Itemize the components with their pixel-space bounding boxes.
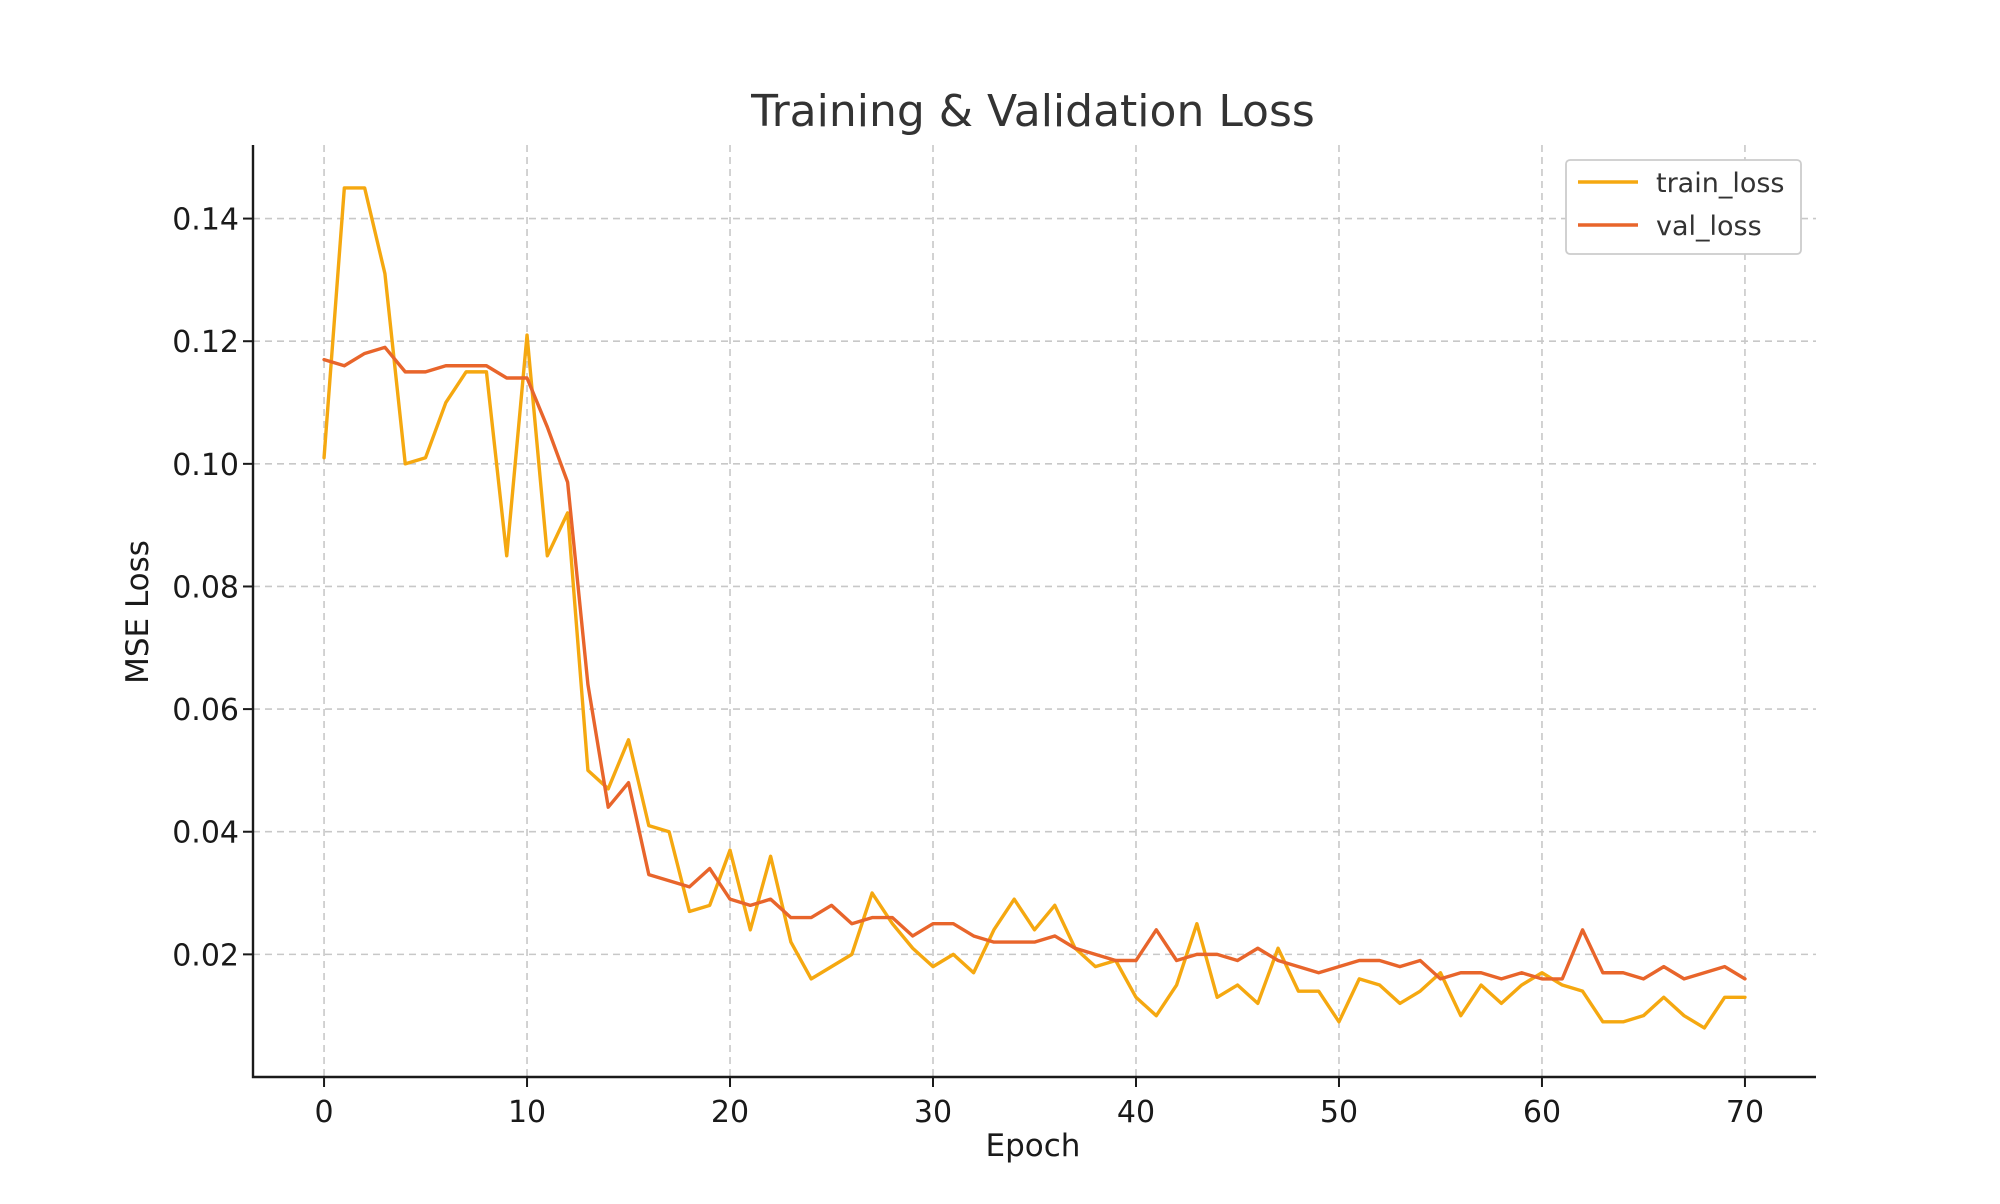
legend-label-train-loss: train_loss bbox=[1656, 168, 1785, 199]
legend: train_loss val_loss bbox=[1565, 159, 1802, 255]
x-tick-label: 60 bbox=[1523, 1095, 1561, 1130]
legend-label-val-loss: val_loss bbox=[1656, 211, 1762, 242]
series-line-train-loss bbox=[322, 186, 1747, 1030]
x-axis-title: Epoch bbox=[986, 1128, 1081, 1164]
axis-spines bbox=[251, 145, 1816, 1079]
grid bbox=[253, 145, 1816, 1077]
y-tick-label: 0.12 bbox=[172, 325, 239, 360]
x-tick-label: 70 bbox=[1726, 1095, 1764, 1130]
y-tick-label: 0.06 bbox=[172, 693, 239, 728]
x-tick-label: 40 bbox=[1117, 1095, 1155, 1130]
y-tick-label: 0.08 bbox=[172, 570, 239, 605]
series-line-val-loss bbox=[322, 345, 1747, 981]
x-tick-label: 0 bbox=[314, 1095, 333, 1130]
x-tick-label: 10 bbox=[508, 1095, 546, 1130]
x-tick-label: 30 bbox=[914, 1095, 952, 1130]
axes bbox=[243, 145, 1816, 1087]
tick-labels: 0 10 20 30 40 50 60 70 0.02 0.04 0.06 0.08 0.10 0.12 0… bbox=[172, 203, 1764, 1130]
y-axis-title: MSE Loss bbox=[120, 540, 156, 684]
x-tick-label: 20 bbox=[711, 1095, 749, 1130]
chart-title: Training & Validation Loss bbox=[750, 86, 1315, 137]
y-tick-label: 0.14 bbox=[172, 203, 239, 238]
series-lines bbox=[322, 186, 1747, 1030]
y-tick-label: 0.04 bbox=[172, 816, 239, 851]
x-tick-label: 50 bbox=[1320, 1095, 1358, 1130]
y-tick-label: 0.10 bbox=[172, 448, 239, 483]
y-tick-label: 0.02 bbox=[172, 938, 239, 973]
